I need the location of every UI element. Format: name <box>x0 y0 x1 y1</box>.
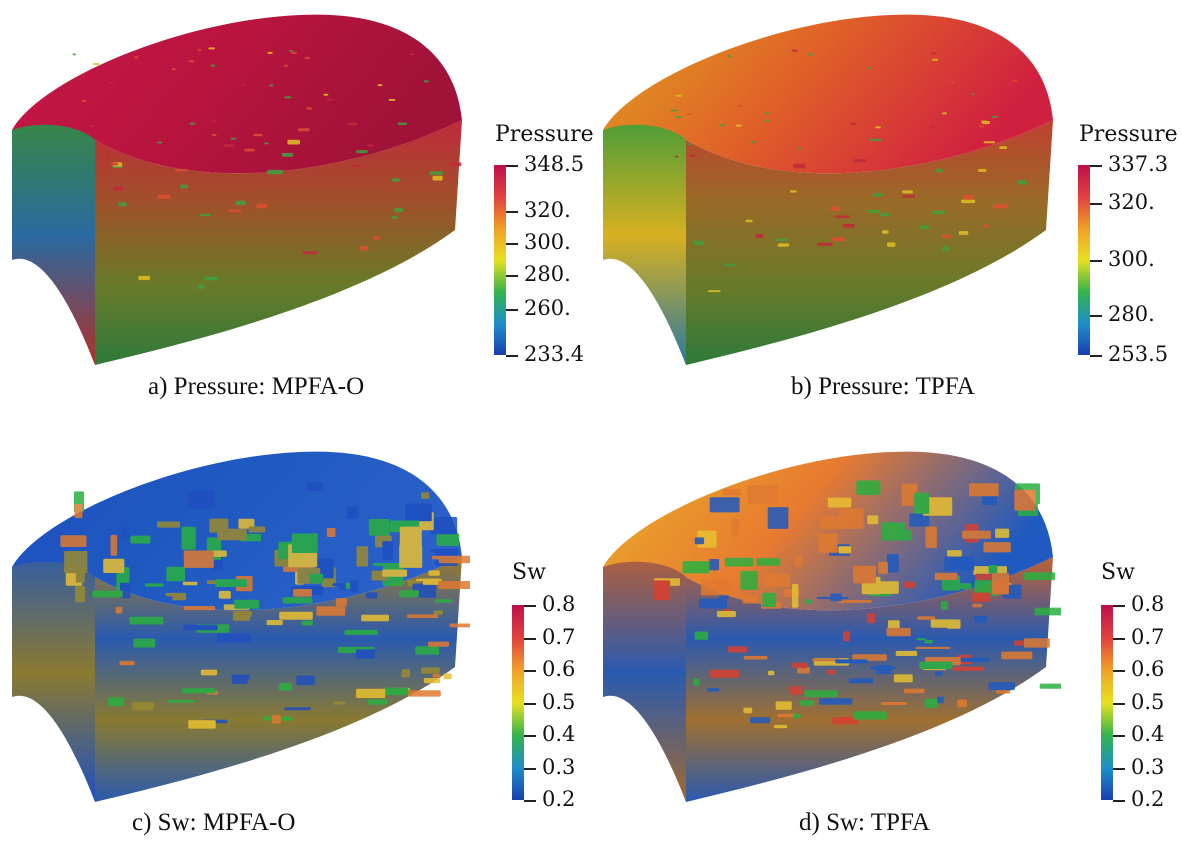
reservoir-side-face <box>686 120 1053 365</box>
colorbar-tick <box>506 309 518 312</box>
colorbar-tick-label: 0.3 <box>542 754 576 779</box>
panel-pressure-tpfa: Pressure 337.3 320. 300. 280. 253.5 b) Press… <box>591 0 1182 427</box>
colorbar-tick <box>524 670 536 672</box>
colorbar-tick <box>524 767 536 770</box>
colorbar-tick <box>1090 315 1102 318</box>
colorbar-tick <box>506 275 518 278</box>
colorbar-tick <box>1113 767 1125 770</box>
reservoir-render <box>603 451 1061 802</box>
colorbar-tick-label: 0.2 <box>1131 787 1165 811</box>
surface-texture <box>60 482 470 729</box>
colorbar-tick <box>506 355 518 357</box>
surface-texture <box>72 47 462 289</box>
colorbar-tick <box>524 637 536 640</box>
colorbar <box>512 605 524 800</box>
colorbar-tick-label: 233.4 <box>524 342 585 366</box>
colorbar-tick <box>524 735 536 737</box>
colorbar-tick <box>1090 260 1102 262</box>
colorbar-tick-label: 348.5 <box>524 152 585 176</box>
surface-texture <box>653 480 1061 729</box>
colorbar-title: Sw <box>512 560 546 585</box>
reservoir-render <box>12 14 462 366</box>
colorbar <box>1101 605 1113 800</box>
panel-caption: c) Sw: MPFA-O <box>132 809 296 836</box>
colorbar-tick-label: 337.3 <box>1108 152 1169 176</box>
colorbar-tick <box>524 702 536 705</box>
colorbar-tick-label: 260. <box>524 296 571 321</box>
colorbar-tick-label: 320. <box>1108 190 1155 214</box>
colorbar-tick <box>1113 637 1125 640</box>
colorbar-tick-label: 0.3 <box>1131 754 1165 779</box>
colorbar-tick-label: 0.2 <box>542 787 576 811</box>
colorbar <box>494 165 506 355</box>
colorbar-tick-label: 0.8 <box>542 592 576 616</box>
reservoir-top-surface <box>12 14 462 174</box>
colorbar-tick-label: 0.5 <box>1131 689 1165 714</box>
colorbar-title: Sw <box>1101 560 1135 585</box>
reservoir-render <box>603 14 1053 366</box>
reservoir-render <box>12 451 470 802</box>
colorbar-tick-label: 0.6 <box>542 657 576 681</box>
colorbar-tick-label: 0.8 <box>1131 592 1165 616</box>
surface-texture <box>670 49 1027 293</box>
colorbar-tick-label: 0.6 <box>1131 657 1165 681</box>
reservoir-end-face <box>12 106 95 366</box>
colorbar-tick <box>1090 203 1102 205</box>
colorbar-tick <box>1113 702 1125 705</box>
colorbar-tick-label: 0.4 <box>542 722 576 746</box>
colorbar-tick <box>506 165 518 167</box>
colorbar-tick-label: 0.7 <box>542 624 576 649</box>
colorbar-tick-label: 320. <box>524 197 571 222</box>
colorbar-tick-label: 0.7 <box>1131 624 1165 649</box>
reservoir-top-surface <box>603 451 1053 611</box>
colorbar-tick <box>506 210 518 213</box>
colorbar-tick <box>524 800 536 802</box>
colorbar-tick <box>1113 605 1125 607</box>
colorbar-tick-label: 0.5 <box>542 689 576 714</box>
reservoir-top-surface <box>603 14 1053 174</box>
colorbar-tick-label: 280. <box>1108 302 1155 327</box>
colorbar-tick <box>1113 670 1125 672</box>
colorbar-tick-label: 0.4 <box>1131 722 1165 746</box>
colorbar-tick-label: 280. <box>524 262 571 287</box>
colorbar-tick <box>1113 735 1125 737</box>
panel-caption: b) Pressure: TPFA <box>791 373 975 400</box>
reservoir-end-face <box>12 543 95 802</box>
colorbar-tick-label: 300. <box>1108 247 1155 271</box>
colorbar-tick <box>1090 355 1102 357</box>
colorbar-title: Pressure <box>1079 122 1178 147</box>
colorbar-tick <box>506 242 518 245</box>
colorbar-tick <box>1090 165 1102 167</box>
colorbar-title: Pressure <box>495 122 594 147</box>
reservoir-end-face <box>603 543 686 802</box>
colorbar-tick-label: 300. <box>524 229 571 254</box>
panel-caption: a) Pressure: MPFA-O <box>148 373 365 400</box>
colorbar-tick <box>1113 800 1125 802</box>
colorbar-tick <box>524 605 536 607</box>
panel-sw-tpfa: Sw 0.8 0.7 0.6 0.5 0.4 0.3 0.2 d) Sw: TPFA <box>591 427 1182 854</box>
panel-sw-mpfa: Sw 0.8 0.7 0.6 0.5 0.4 0.3 0.2 c) Sw: MPFA-O <box>0 427 591 854</box>
reservoir-side-face <box>95 120 462 365</box>
panel-pressure-mpfa: Pressure 348.5 320. 300. 280. 260. 233.4 a) P… <box>0 0 594 427</box>
panel-caption: d) Sw: TPFA <box>799 809 931 836</box>
colorbar <box>1078 165 1090 355</box>
reservoir-end-face <box>603 106 686 366</box>
colorbar-tick-label: 253.5 <box>1108 342 1169 366</box>
